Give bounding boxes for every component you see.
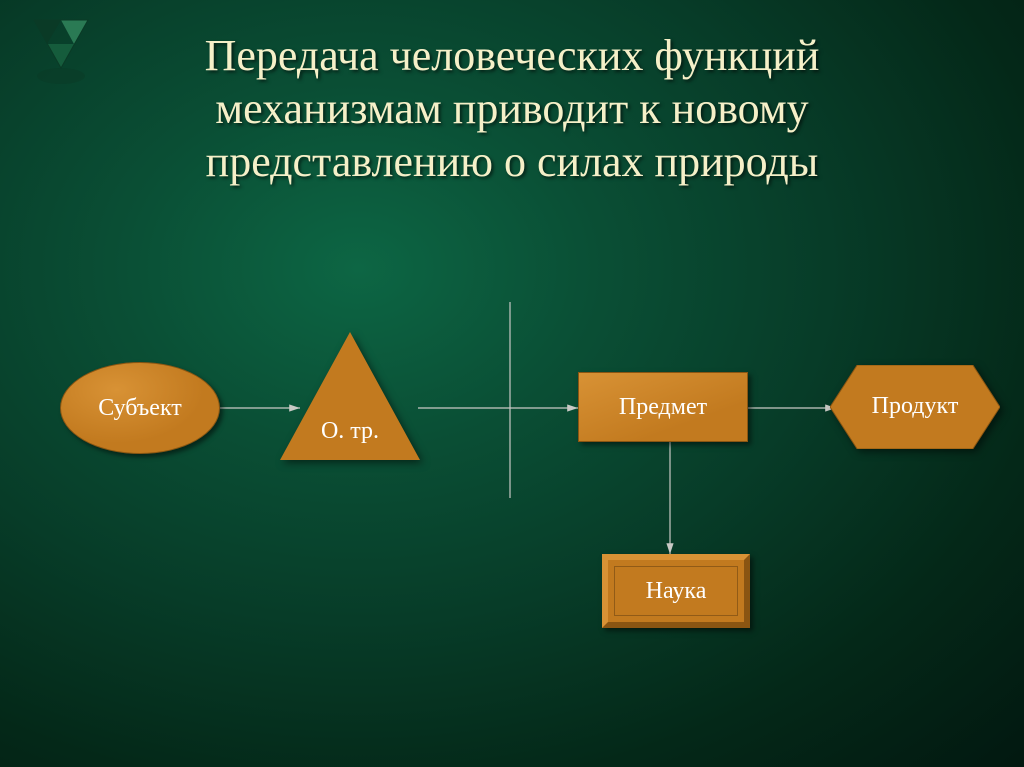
node-otr: О. тр.	[280, 332, 420, 460]
node-otr-label: О. тр.	[280, 418, 420, 445]
node-subject-label: Субъект	[98, 395, 182, 422]
node-object-label: Предмет	[619, 394, 707, 421]
node-product-label: Продукт	[830, 393, 1000, 420]
node-product: Продукт	[830, 365, 1000, 449]
flow-diagram: Субъект О. тр. Предмет Продукт Наука	[0, 0, 1024, 767]
node-subject: Субъект	[60, 362, 220, 454]
node-object: Предмет	[578, 372, 748, 442]
node-science: Наука	[602, 554, 750, 628]
node-science-label: Наука	[646, 578, 707, 605]
